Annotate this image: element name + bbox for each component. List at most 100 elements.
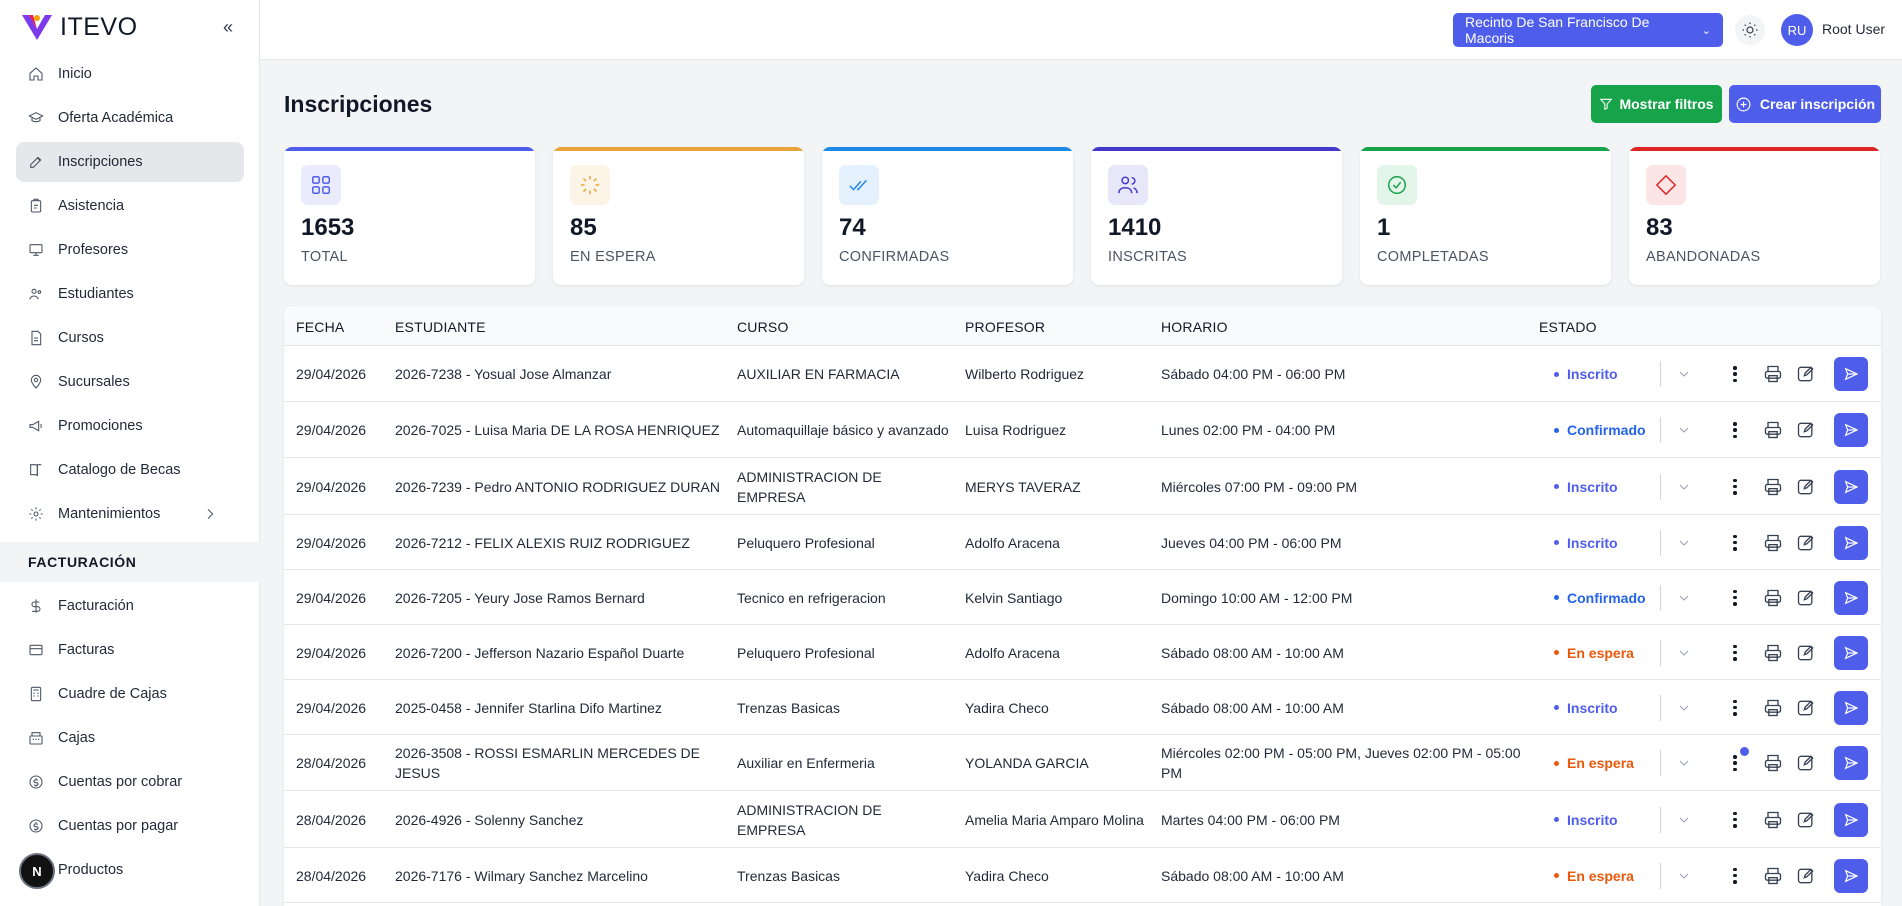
send-button[interactable] [1834, 525, 1868, 560]
edit-icon[interactable] [1795, 752, 1817, 774]
send-button[interactable] [1834, 413, 1868, 447]
theme-toggle[interactable] [1735, 15, 1765, 45]
edit-icon[interactable] [1795, 865, 1817, 887]
sidebar-billing-item-cuentas-por-cobrar[interactable]: Cuentas por cobrar [16, 762, 244, 802]
print-icon[interactable] [1762, 476, 1784, 498]
status-dropdown[interactable] [1676, 422, 1692, 438]
sidebar-item-promociones[interactable]: Promociones [16, 406, 244, 446]
send-button[interactable] [1834, 802, 1868, 837]
stat-card-confirmadas[interactable]: 74 CONFIRMADAS [822, 147, 1073, 285]
table-row[interactable]: 29/04/2026 2026-7205 - Yeury Jose Ramos B… [284, 570, 1881, 625]
sidebar-item-estudiantes[interactable]: Estudiantes [16, 274, 244, 314]
sidebar-billing-item-facturas[interactable]: Facturas [16, 630, 244, 670]
print-icon[interactable] [1762, 419, 1784, 441]
edit-icon[interactable] [1795, 697, 1817, 719]
print-icon[interactable] [1762, 752, 1784, 774]
print-icon[interactable] [1762, 697, 1784, 719]
table-row[interactable]: 28/04/2026 2026-7176 - Wilmary Sanchez Ma… [284, 848, 1881, 903]
status-dropdown[interactable] [1676, 535, 1692, 551]
stat-card-en-espera[interactable]: 85 EN ESPERA [553, 147, 804, 285]
edit-icon[interactable] [1795, 809, 1817, 831]
send-button[interactable] [1834, 690, 1868, 725]
edit-icon[interactable] [1795, 419, 1817, 441]
table-row[interactable]: 29/04/2026 2026-7200 - Jefferson Nazario … [284, 625, 1881, 680]
table-row[interactable]: 29/04/2026 2026-7239 - Pedro ANTONIO RODR… [284, 458, 1881, 515]
table-row[interactable]: 29/04/2026 2026-7212 - FELIX ALEXIS RUIZ … [284, 515, 1881, 570]
more-options-icon[interactable] [1727, 697, 1743, 719]
status-dropdown[interactable] [1676, 645, 1692, 661]
dev-tools-badge[interactable]: N [19, 853, 55, 889]
sidebar-item-catalogo-de-becas[interactable]: Catalogo de Becas [16, 450, 244, 490]
more-options-icon[interactable] [1727, 532, 1743, 554]
sidebar-item-inscripciones[interactable]: Inscripciones [16, 142, 244, 182]
sidebar-billing-item-facturaci-n[interactable]: Facturación [16, 586, 244, 626]
table-row[interactable]: 29/04/2026 2026-7025 - Luisa Maria DE LA … [284, 402, 1881, 458]
send-button[interactable] [1834, 635, 1868, 670]
status-dropdown[interactable] [1676, 479, 1692, 495]
print-icon[interactable] [1762, 587, 1784, 609]
send-icon [1844, 645, 1859, 660]
more-options-icon[interactable] [1727, 865, 1743, 887]
table-row[interactable]: 28/04/2026 2026-4926 - Solenny Sanchez ADM… [284, 791, 1881, 848]
send-button[interactable] [1834, 858, 1868, 893]
status-dropdown[interactable] [1676, 700, 1692, 716]
status-dropdown[interactable] [1676, 590, 1692, 606]
collapse-sidebar-icon[interactable]: « [222, 16, 233, 37]
brand[interactable]: ITEVO [20, 12, 138, 42]
send-button[interactable] [1834, 746, 1868, 780]
header-estudiante[interactable]: ESTUDIANTE [395, 319, 486, 335]
table-row[interactable]: 28/04/2026 2026-3508 - ROSSI ESMARLIN MER… [284, 735, 1881, 791]
print-icon[interactable] [1762, 809, 1784, 831]
more-options-icon[interactable] [1727, 809, 1743, 831]
sidebar-item-profesores[interactable]: Profesores [16, 230, 244, 270]
stat-card-abandonadas[interactable]: 83 ABANDONADAS [1629, 147, 1880, 285]
send-button[interactable] [1834, 357, 1868, 391]
edit-icon[interactable] [1795, 363, 1817, 385]
more-options-icon[interactable] [1727, 363, 1743, 385]
more-options-icon[interactable] [1727, 752, 1743, 774]
table-row[interactable]: 29/04/2026 2026-7238 - Yosual Jose Almanz… [284, 346, 1881, 402]
send-button[interactable] [1834, 469, 1868, 504]
edit-icon[interactable] [1795, 476, 1817, 498]
more-options-icon[interactable] [1727, 419, 1743, 441]
table-row[interactable]: 29/04/2026 2025-0458 - Jennifer Starlina … [284, 680, 1881, 735]
sidebar-item-sucursales[interactable]: Sucursales [16, 362, 244, 402]
status-dropdown[interactable] [1676, 812, 1692, 828]
header-fecha[interactable]: FECHA [296, 319, 345, 335]
print-icon[interactable] [1762, 363, 1784, 385]
more-options-icon[interactable] [1727, 642, 1743, 664]
edit-icon[interactable] [1795, 532, 1817, 554]
header-estado[interactable]: ESTADO [1539, 319, 1597, 335]
print-icon[interactable] [1762, 642, 1784, 664]
send-button[interactable] [1834, 580, 1868, 615]
sidebar-item-mantenimientos[interactable]: Mantenimientos [16, 494, 244, 534]
edit-icon[interactable] [1795, 587, 1817, 609]
campus-selector[interactable]: Recinto De San Francisco De Macoris ⌄ [1453, 13, 1723, 47]
header-profesor[interactable]: PROFESOR [965, 319, 1046, 335]
sidebar-item-asistencia[interactable]: Asistencia [16, 186, 244, 226]
header-curso[interactable]: CURSO [737, 319, 789, 335]
stat-card-completadas[interactable]: 1 COMPLETADAS [1360, 147, 1611, 285]
user-avatar[interactable]: RU [1781, 14, 1813, 46]
more-options-icon[interactable] [1727, 476, 1743, 498]
stat-card-total[interactable]: 1653 TOTAL [284, 147, 535, 285]
stat-card-inscritas[interactable]: 1410 INSCRITAS [1091, 147, 1342, 285]
user-name[interactable]: Root User [1822, 21, 1886, 37]
sidebar-item-inicio[interactable]: Inicio [16, 54, 244, 94]
print-icon[interactable] [1762, 532, 1784, 554]
file-icon [31, 330, 42, 346]
status-dropdown[interactable] [1676, 868, 1692, 884]
sidebar-billing-item-cuadre-de-cajas[interactable]: Cuadre de Cajas [16, 674, 244, 714]
more-options-icon[interactable] [1727, 587, 1743, 609]
edit-icon[interactable] [1795, 642, 1817, 664]
status-dropdown[interactable] [1676, 755, 1692, 771]
sidebar-item-cursos[interactable]: Cursos [16, 318, 244, 358]
sidebar-item-oferta-acad-mica[interactable]: Oferta Académica [16, 98, 244, 138]
show-filters-button[interactable]: Mostrar filtros [1591, 85, 1722, 123]
header-horario[interactable]: HORARIO [1161, 319, 1228, 335]
sidebar-billing-item-cajas[interactable]: Cajas [16, 718, 244, 758]
print-icon[interactable] [1762, 865, 1784, 887]
sidebar-billing-item-cuentas-por-pagar[interactable]: Cuentas por pagar [16, 806, 244, 846]
status-dropdown[interactable] [1676, 366, 1692, 382]
create-enrollment-button[interactable]: Crear inscripción [1729, 85, 1881, 123]
